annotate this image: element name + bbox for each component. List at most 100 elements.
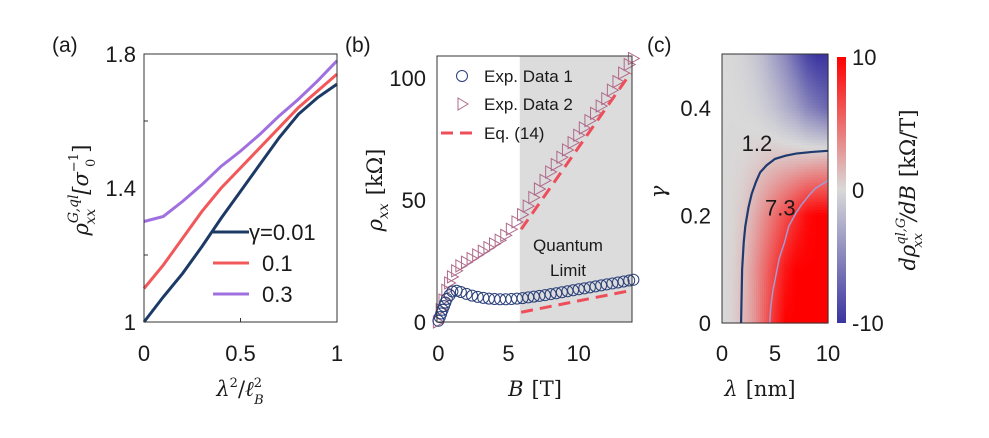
heatmap-cell [784, 123, 787, 128]
heatmap-cell [814, 142, 817, 147]
heatmap-cell [810, 263, 813, 268]
heatmap-cell [724, 210, 727, 214]
heatmap-cell [732, 269, 735, 273]
heatmap-cell [788, 161, 791, 165]
heatmap-cell [762, 94, 765, 98]
heatmap-cell [752, 175, 755, 179]
heatmap-cell [786, 261, 789, 265]
heatmap-cell [778, 56, 781, 60]
heatmap-cell [792, 253, 795, 257]
heatmap-cell [722, 220, 725, 225]
heatmap-cell [748, 121, 751, 125]
heatmap-cell [790, 110, 793, 114]
heatmap-cell [774, 210, 777, 214]
heatmap-cell [748, 236, 751, 241]
heatmap-cell [792, 271, 795, 276]
heatmap-cell [728, 172, 731, 176]
heatmap-cell [736, 140, 739, 144]
heatmap-cell [796, 132, 799, 136]
heatmap-cell [772, 102, 775, 106]
series-line-0 [142, 82, 338, 323]
heatmap-cell [814, 78, 817, 82]
heatmap-cell [798, 80, 801, 85]
heatmap-cell [724, 164, 727, 168]
heatmap-cell [760, 290, 763, 295]
circle-marker [627, 273, 640, 286]
heatmap-cell [740, 196, 743, 200]
heatmap-cell [780, 175, 783, 179]
heatmap-cell [806, 191, 809, 195]
heatmap-cell [744, 164, 747, 168]
heatmap-cell [780, 88, 783, 93]
heatmap-cell [814, 118, 817, 122]
heatmap-cell [734, 271, 737, 276]
heatmap-cell [802, 142, 805, 147]
heatmap-cell [816, 296, 819, 300]
heatmap-cell [744, 64, 747, 69]
heatmap-cell [814, 88, 817, 93]
heatmap-cell [806, 137, 809, 141]
heatmap-cell [770, 94, 773, 98]
heatmap-cell [814, 218, 817, 222]
heatmap-cell [798, 212, 801, 216]
heatmap-cell [792, 218, 795, 222]
heatmap-cell [758, 185, 761, 190]
heatmap-cell [752, 172, 755, 176]
heatmap-cell [736, 177, 739, 182]
heatmap-cell [728, 266, 731, 270]
heatmap-cell [764, 306, 767, 311]
heatmap-cell [736, 288, 739, 292]
heatmap-cell [774, 70, 777, 74]
heatmap-cell [764, 191, 767, 195]
heatmap-cell [754, 253, 757, 257]
heatmap-cell [780, 97, 783, 101]
heatmap-cell [764, 269, 767, 273]
heatmap-cell [766, 70, 769, 74]
heatmap-cell [762, 142, 765, 147]
heatmap-cell [736, 239, 739, 243]
heatmap-cell [818, 107, 821, 112]
heatmap-cell [724, 301, 727, 305]
heatmap-cell [780, 320, 783, 324]
heatmap-cell [816, 83, 819, 87]
heatmap-cell [786, 274, 789, 278]
heatmap-cell [772, 193, 775, 198]
heatmap-cell [724, 277, 727, 281]
heatmap-cell [762, 247, 765, 251]
heatmap-cell [800, 210, 803, 214]
heatmap-cell [794, 115, 797, 120]
heatmap-cell [770, 166, 773, 171]
heatmap-cell [768, 226, 771, 230]
heatmap-cell [754, 277, 757, 281]
heatmap-cell [722, 201, 725, 206]
heatmap-cell [756, 204, 759, 208]
heatmap-cell [766, 169, 769, 173]
heatmap-cell [810, 56, 813, 60]
heatmap-cell [788, 320, 791, 324]
heatmap-cell [754, 129, 757, 133]
heatmap-cell [798, 78, 801, 82]
heatmap-cell [792, 279, 795, 284]
heatmap-cell [764, 83, 767, 87]
heatmap-cell [726, 271, 729, 276]
heatmap-cell [782, 306, 785, 311]
heatmap-cell [804, 204, 807, 208]
heatmap-cell [722, 164, 725, 168]
heatmap-cell [776, 282, 779, 286]
heatmap-cell [776, 215, 779, 219]
heatmap-cell [792, 158, 795, 163]
heatmap-cell [730, 218, 733, 222]
heatmap-cell [732, 199, 735, 203]
heatmap-cell [786, 191, 789, 195]
heatmap-cell [768, 258, 771, 262]
heatmap-cell [738, 56, 741, 60]
heatmap-cell [768, 83, 771, 87]
heatmap-cell [726, 269, 729, 273]
heatmap-cell [730, 193, 733, 198]
heatmap-cell [798, 64, 801, 69]
heatmap-cell [786, 266, 789, 270]
heatmap-cell [746, 105, 749, 109]
heatmap-cell [792, 134, 795, 138]
heatmap-cell [732, 250, 735, 254]
heatmap-cell [736, 80, 739, 85]
